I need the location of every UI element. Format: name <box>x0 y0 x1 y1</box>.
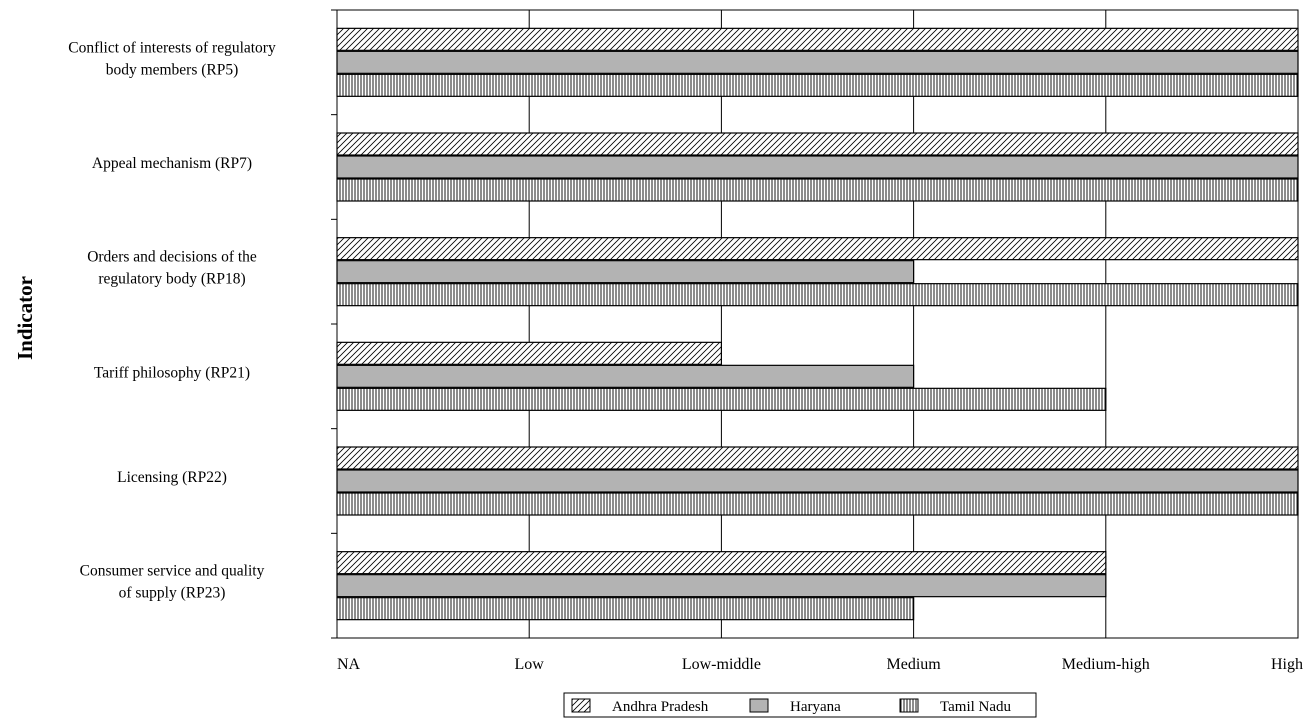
category-labels: Conflict of interests of regulatory body … <box>68 39 276 601</box>
bar-andhra-pradesh <box>336 446 1299 470</box>
legend: Andhra Pradesh Haryana Tamil Nadu <box>563 692 1037 718</box>
gridlines <box>528 10 1299 638</box>
plot-area <box>336 9 1299 639</box>
category-label-line: Appeal mechanism (RP7) <box>92 155 252 172</box>
bar-haryana <box>336 260 915 284</box>
bars <box>336 27 1299 621</box>
legend-label: Andhra Pradesh <box>612 699 709 715</box>
legend-box <box>563 692 1037 718</box>
bar-andhra-pradesh <box>336 341 722 365</box>
bar-tamil-nadu <box>336 283 1299 307</box>
category-label: Orders and decisions of the regulatory bo… <box>87 249 257 288</box>
x-tick-label: High <box>1271 656 1303 673</box>
bar-tamil-nadu <box>336 73 1299 97</box>
legend-swatch <box>899 698 919 713</box>
category-label-line: body members (RP5) <box>106 61 239 78</box>
category-label-line: Licensing (RP22) <box>117 469 227 486</box>
x-tick-label: NA <box>337 656 361 673</box>
bar-andhra-pradesh <box>336 551 1107 575</box>
x-tick-label: Medium-high <box>1062 656 1150 673</box>
bar-andhra-pradesh <box>336 27 1299 51</box>
legend-swatch <box>749 698 769 713</box>
category-label-line: Orders and decisions of the <box>87 249 257 266</box>
bar-haryana <box>336 155 1299 179</box>
category-label-line: Tariff philosophy (RP21) <box>94 364 250 381</box>
tick-labels: NA Low Low-middle Medium Medium-high High <box>337 656 1303 673</box>
category-label: Appeal mechanism (RP7) <box>92 155 252 172</box>
bar-tamil-nadu <box>336 178 1299 202</box>
plot-border <box>336 9 1299 639</box>
legend-label: Haryana <box>790 699 841 715</box>
bar-haryana <box>336 364 915 388</box>
bar-andhra-pradesh <box>336 237 1299 261</box>
category-label-line: of supply (RP23) <box>119 585 226 602</box>
bar-haryana <box>336 50 1299 74</box>
y-axis-label: Indicator <box>13 276 37 360</box>
bar-tamil-nadu <box>336 597 915 621</box>
category-label: Conflict of interests of regulatory body … <box>68 39 276 78</box>
bar-andhra-pradesh <box>336 132 1299 156</box>
category-label: Consumer service and quality of supply (R… <box>80 563 265 602</box>
bar-tamil-nadu <box>336 492 1299 516</box>
x-tick-label: Medium <box>886 656 941 673</box>
legend-label: Tamil Nadu <box>940 699 1012 715</box>
category-label-line: Consumer service and quality <box>80 563 265 580</box>
x-tick-label: Low <box>515 656 545 673</box>
bar-haryana <box>336 469 1299 493</box>
axes <box>331 9 338 639</box>
bar-haryana <box>336 574 1107 598</box>
category-label: Licensing (RP22) <box>117 469 227 486</box>
category-label-line: regulatory body (RP18) <box>98 271 245 288</box>
category-label-line: Conflict of interests of regulatory <box>68 39 276 56</box>
x-tick-label: Low-middle <box>682 656 761 673</box>
category-label: Tariff philosophy (RP21) <box>94 364 250 381</box>
legend-swatch <box>571 698 591 713</box>
bar-tamil-nadu <box>336 387 1107 411</box>
